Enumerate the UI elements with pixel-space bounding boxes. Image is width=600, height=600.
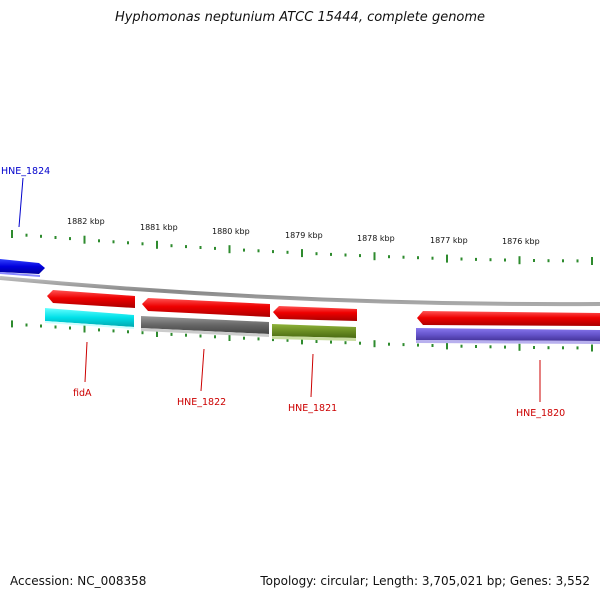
feature-hne1822-edge xyxy=(141,328,269,337)
gene-label-hne1821[interactable]: HNE_1821 xyxy=(288,403,337,414)
accession-text: Accession: NC_008358 xyxy=(10,574,147,588)
feature-fida-edge xyxy=(45,321,134,329)
feature-fida[interactable] xyxy=(45,308,134,327)
feature-hne1821[interactable] xyxy=(272,324,356,338)
gene-arrow-hne1824[interactable] xyxy=(0,259,45,274)
ruler-label-1879: 1879 kbp xyxy=(285,231,323,240)
gene-arrow-hne1820[interactable] xyxy=(417,311,600,326)
ruler-label-1882: 1882 kbp xyxy=(67,217,105,226)
map-title: Hyphomonas neptunium ATCC 15444, complet… xyxy=(114,10,486,25)
gene-label-hne1824[interactable]: HNE_1824 xyxy=(1,166,50,177)
feature-hne1820[interactable] xyxy=(416,328,600,341)
leader-line-fida xyxy=(84,341,88,383)
gene-arrow-hne1822[interactable] xyxy=(142,298,270,317)
ruler-label-1876: 1876 kbp xyxy=(502,237,540,246)
feature-hne1824[interactable] xyxy=(0,272,40,277)
ruler-label-1881: 1881 kbp xyxy=(140,223,178,232)
leader-line-hne1824 xyxy=(18,177,24,228)
lower-ruler xyxy=(11,320,593,352)
leader-line-hne1821 xyxy=(310,353,314,398)
gene-arrow-hne1821[interactable] xyxy=(273,306,357,321)
gene-label-hne1822[interactable]: HNE_1822 xyxy=(177,397,226,408)
ruler-label-1877: 1877 kbp xyxy=(430,236,468,245)
feature-hne1821-edge xyxy=(272,336,356,341)
upper-ruler xyxy=(11,230,593,265)
leader-line-hne1822 xyxy=(200,348,205,392)
gene-arrow-fida[interactable] xyxy=(47,290,135,308)
genome-summary-text: Topology: circular; Length: 3,705,021 bp… xyxy=(260,574,590,588)
ruler-label-1878: 1878 kbp xyxy=(357,234,395,243)
gene-label-fida[interactable]: fidA xyxy=(73,388,92,399)
feature-hne1820-edge xyxy=(416,340,600,344)
ruler-label-1880: 1880 kbp xyxy=(212,227,250,236)
gene-label-hne1820[interactable]: HNE_1820 xyxy=(516,408,565,419)
genome-backbone xyxy=(0,276,600,307)
